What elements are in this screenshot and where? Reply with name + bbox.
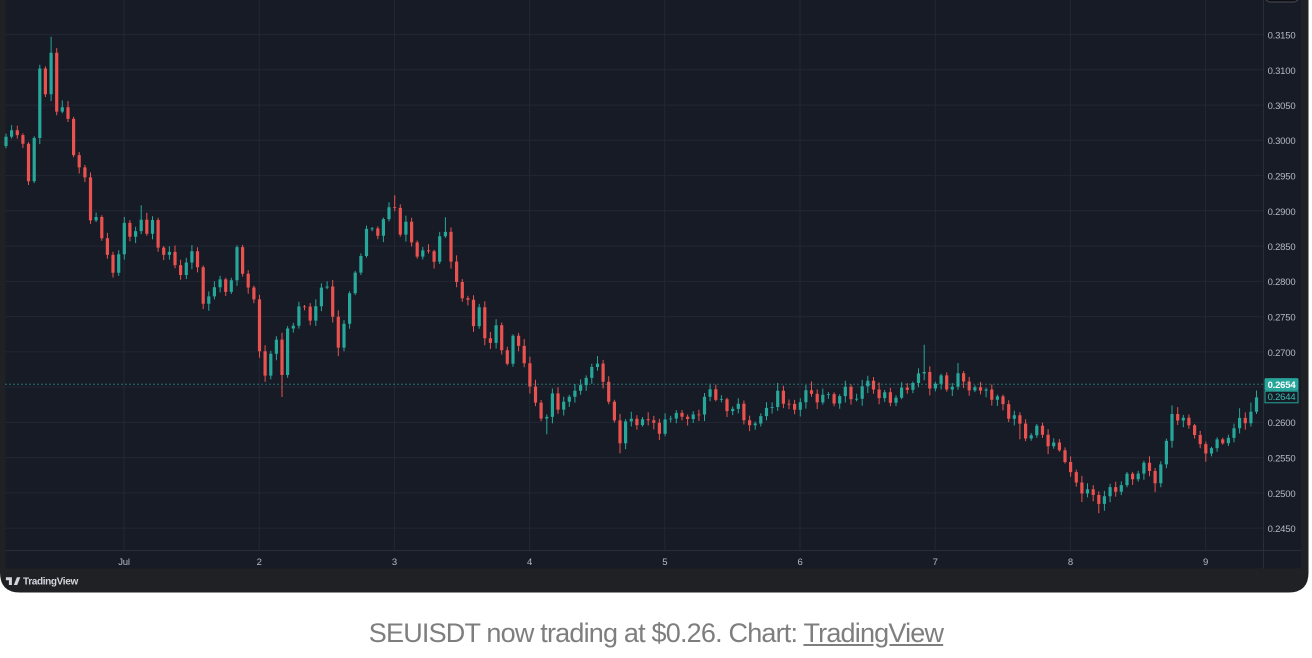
svg-text:0.3000: 0.3000 xyxy=(1268,136,1296,147)
svg-text:0.2550: 0.2550 xyxy=(1268,454,1296,465)
svg-text:6: 6 xyxy=(797,557,802,568)
svg-text:0.3100: 0.3100 xyxy=(1268,66,1296,77)
svg-text:0.2800: 0.2800 xyxy=(1268,277,1296,288)
svg-text:8: 8 xyxy=(1068,557,1073,568)
svg-text:3: 3 xyxy=(392,557,397,568)
svg-text:0.2900: 0.2900 xyxy=(1268,207,1296,218)
svg-text:0.3050: 0.3050 xyxy=(1268,101,1296,112)
svg-text:0.2700: 0.2700 xyxy=(1268,348,1296,359)
svg-text:5: 5 xyxy=(662,557,667,568)
svg-text:0.2450: 0.2450 xyxy=(1268,524,1296,535)
svg-text:0.2654: 0.2654 xyxy=(1268,380,1297,391)
svg-text:Jul: Jul xyxy=(118,557,130,568)
svg-text:0.3150: 0.3150 xyxy=(1268,31,1296,42)
svg-text:9: 9 xyxy=(1203,557,1208,568)
svg-text:0.2750: 0.2750 xyxy=(1268,313,1296,324)
svg-text:4: 4 xyxy=(527,557,532,568)
svg-text:2: 2 xyxy=(257,557,262,568)
svg-text:0.2850: 0.2850 xyxy=(1268,242,1296,253)
svg-text:0.2500: 0.2500 xyxy=(1268,489,1296,500)
svg-text:TradingView: TradingView xyxy=(23,577,78,588)
svg-text:0.2644: 0.2644 xyxy=(1268,392,1296,403)
svg-text:0.2600: 0.2600 xyxy=(1268,418,1296,429)
svg-text:7: 7 xyxy=(933,557,938,568)
svg-text:0.2950: 0.2950 xyxy=(1268,172,1296,183)
